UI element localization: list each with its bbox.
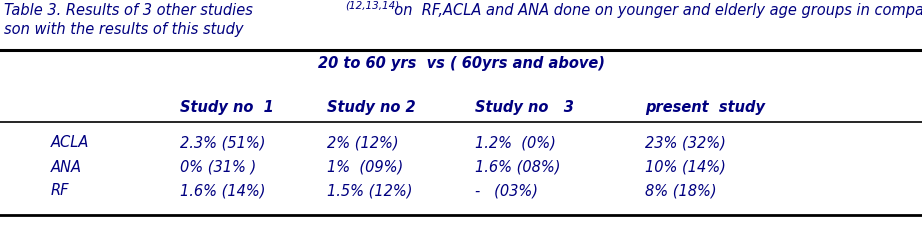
Text: 1.5% (12%): 1.5% (12%) [327,183,413,198]
Text: 8% (18%): 8% (18%) [645,183,717,198]
Text: 1.6% (08%): 1.6% (08%) [475,160,561,175]
Text: RF: RF [51,183,69,198]
Text: Study no   3: Study no 3 [475,100,573,115]
Text: 1%  (09%): 1% (09%) [327,160,404,175]
Text: -   (03%): - (03%) [475,183,538,198]
Text: 1.6% (14%): 1.6% (14%) [180,183,266,198]
Text: 0% (31% ): 0% (31% ) [180,160,256,175]
Text: 20 to 60 yrs  vs ( 60yrs and above): 20 to 60 yrs vs ( 60yrs and above) [317,56,605,71]
Text: 2% (12%): 2% (12%) [327,135,399,150]
Text: Study no  1: Study no 1 [180,100,274,115]
Text: ANA: ANA [51,160,82,175]
Text: (12,13,14): (12,13,14) [345,1,399,11]
Text: Study no 2: Study no 2 [327,100,416,115]
Text: 10% (14%): 10% (14%) [645,160,727,175]
Text: 2.3% (51%): 2.3% (51%) [180,135,266,150]
Text: on  RF,ACLA and ANA done on younger and elderly age groups in compari: on RF,ACLA and ANA done on younger and e… [385,3,922,18]
Text: 23% (32%): 23% (32%) [645,135,727,150]
Text: 1.2%  (0%): 1.2% (0%) [475,135,556,150]
Text: ACLA: ACLA [51,135,89,150]
Text: Table 3. Results of 3 other studies: Table 3. Results of 3 other studies [4,3,257,18]
Text: present  study: present study [645,100,765,115]
Text: son with the results of this study: son with the results of this study [4,22,243,37]
